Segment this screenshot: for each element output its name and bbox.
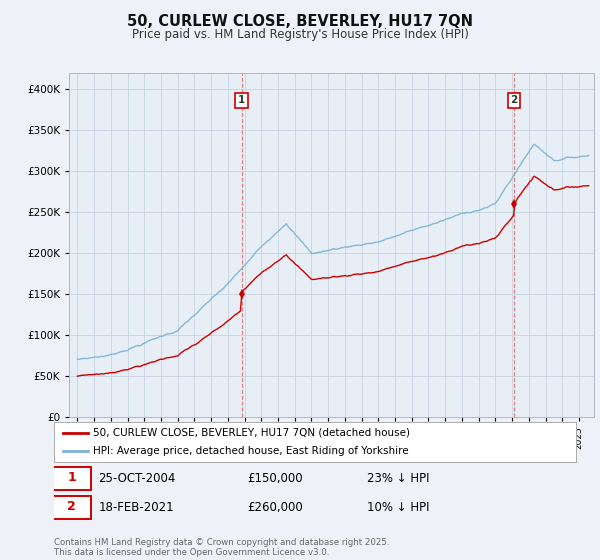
Text: 1: 1 bbox=[67, 471, 76, 484]
Text: £150,000: £150,000 bbox=[247, 472, 303, 486]
FancyBboxPatch shape bbox=[53, 466, 91, 490]
Text: 18-FEB-2021: 18-FEB-2021 bbox=[98, 501, 174, 515]
Text: HPI: Average price, detached house, East Riding of Yorkshire: HPI: Average price, detached house, East… bbox=[93, 446, 409, 456]
Text: 23% ↓ HPI: 23% ↓ HPI bbox=[367, 472, 430, 486]
Text: Price paid vs. HM Land Registry's House Price Index (HPI): Price paid vs. HM Land Registry's House … bbox=[131, 28, 469, 41]
Text: 2: 2 bbox=[511, 95, 518, 105]
Text: £260,000: £260,000 bbox=[247, 501, 303, 515]
Text: 10% ↓ HPI: 10% ↓ HPI bbox=[367, 501, 430, 515]
FancyBboxPatch shape bbox=[53, 496, 91, 519]
Text: 2: 2 bbox=[67, 500, 76, 513]
Text: Contains HM Land Registry data © Crown copyright and database right 2025.
This d: Contains HM Land Registry data © Crown c… bbox=[54, 538, 389, 557]
Text: 25-OCT-2004: 25-OCT-2004 bbox=[98, 472, 176, 486]
Text: 1: 1 bbox=[238, 95, 245, 105]
Text: 50, CURLEW CLOSE, BEVERLEY, HU17 7QN (detached house): 50, CURLEW CLOSE, BEVERLEY, HU17 7QN (de… bbox=[93, 428, 410, 437]
Text: 50, CURLEW CLOSE, BEVERLEY, HU17 7QN: 50, CURLEW CLOSE, BEVERLEY, HU17 7QN bbox=[127, 14, 473, 29]
